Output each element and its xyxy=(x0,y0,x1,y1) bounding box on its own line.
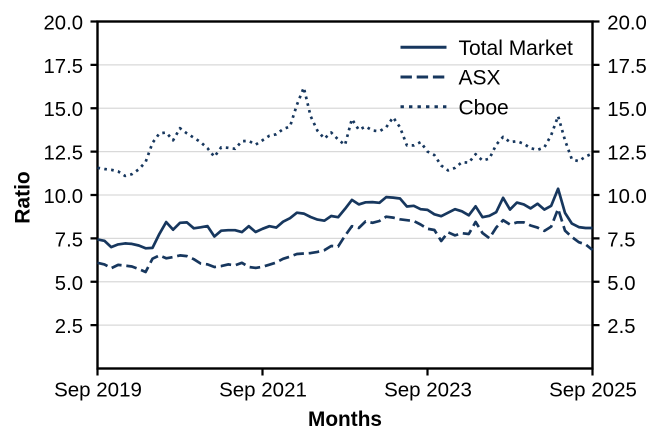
svg-text:10.0: 10.0 xyxy=(607,186,646,208)
svg-text:Sep 2023: Sep 2023 xyxy=(384,379,472,402)
svg-text:Sep 2021: Sep 2021 xyxy=(219,379,307,402)
svg-text:17.5: 17.5 xyxy=(607,56,646,78)
svg-text:Sep 2019: Sep 2019 xyxy=(54,379,142,402)
svg-text:12.5: 12.5 xyxy=(44,143,83,165)
svg-text:2.5: 2.5 xyxy=(55,316,83,338)
svg-text:15.0: 15.0 xyxy=(44,99,83,121)
svg-text:Sep 2025: Sep 2025 xyxy=(549,379,637,402)
svg-text:5.0: 5.0 xyxy=(55,273,83,295)
svg-text:Total Market: Total Market xyxy=(459,37,574,60)
svg-text:ASX: ASX xyxy=(459,67,501,90)
svg-text:10.0: 10.0 xyxy=(44,186,83,208)
svg-text:15.0: 15.0 xyxy=(607,99,646,121)
svg-text:17.5: 17.5 xyxy=(44,56,83,78)
svg-text:2.5: 2.5 xyxy=(607,316,635,338)
svg-text:5.0: 5.0 xyxy=(607,273,635,295)
svg-text:20.0: 20.0 xyxy=(44,13,83,35)
svg-text:12.5: 12.5 xyxy=(607,143,646,165)
svg-text:Ratio: Ratio xyxy=(12,171,35,224)
svg-text:7.5: 7.5 xyxy=(607,229,635,251)
svg-text:Cboe: Cboe xyxy=(459,96,509,119)
svg-text:Months: Months xyxy=(308,408,382,431)
svg-text:20.0: 20.0 xyxy=(607,13,646,35)
svg-text:7.5: 7.5 xyxy=(55,229,83,251)
